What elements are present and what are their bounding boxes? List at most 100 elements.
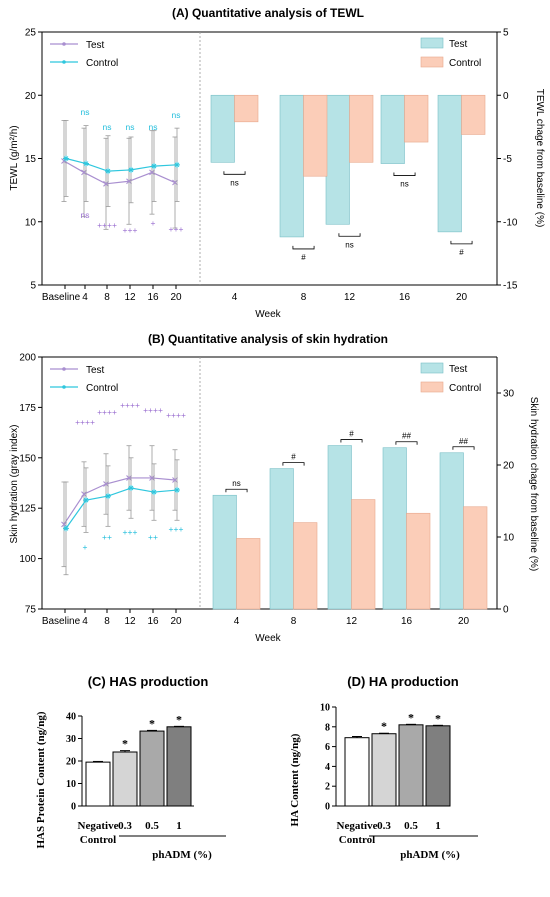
panel-a-bracket-label: ns: [400, 180, 408, 189]
panel-d-bar: [344, 737, 370, 807]
panel-b-line-control: [65, 487, 178, 529]
panel-b-bracket-label: ##: [459, 437, 468, 446]
panel-b-bracket: [340, 439, 363, 443]
panel-b-point-control: [105, 493, 111, 500]
panel-a-bracket-label: #: [459, 248, 464, 257]
panel-b-left-ylabel: Skin hydration (gray index): [9, 425, 20, 544]
panel-b-bracket-label: #: [349, 430, 354, 439]
panel-d-y-tick-label: 6: [325, 742, 330, 753]
panel-a-line-x-label: 20: [170, 292, 182, 303]
panel-a-line-test: [63, 160, 176, 185]
panel-a-line-legend: Test Control: [43, 33, 118, 71]
panel-b-left-tick-label: 175: [19, 403, 36, 414]
panel-b-bar-test: [212, 494, 237, 610]
panel-a-bracket: [450, 240, 473, 245]
panel-c-bar: [166, 726, 192, 807]
panel-a-right-tick-label: -15: [503, 281, 518, 292]
panel-d-group-label: phADM (%): [400, 849, 460, 861]
panel-a-right-tick-label: 5: [503, 28, 509, 39]
panel-a-bar-test: [437, 94, 462, 233]
panel-a-annotation: ns: [126, 122, 135, 132]
panel-d-title: (D) HA production: [347, 674, 458, 689]
panel-b-bracket: [452, 446, 475, 450]
panel-a-bar-test: [325, 94, 350, 225]
panel-a-bracket: [338, 233, 361, 237]
panel-d-y-tick-label: 2: [325, 782, 330, 793]
panel-b-legend-marker: [62, 367, 66, 371]
panel-b-bar-control: [293, 522, 318, 610]
panel-b-line-x-label: 20: [170, 616, 182, 627]
panel-b-point-control: [151, 489, 157, 496]
panel-a-right-ylabel: TEWL chage from baseline (%): [534, 89, 545, 228]
panel-a-annotation: ns: [149, 122, 158, 132]
panel-a-left-tick-label: 5: [30, 281, 36, 292]
panel-a-point-control: [63, 155, 69, 162]
panel-b-legend-marker: [62, 385, 66, 389]
panel-a-bar-test: [210, 94, 235, 163]
panel-b-bar-x-label: 8: [291, 616, 297, 627]
panel-c-significance: *: [122, 737, 128, 751]
panel-b-point-control: [174, 487, 180, 494]
panel-a-line-control: [65, 157, 178, 172]
panel-b-line-legend: Test Control: [43, 358, 118, 396]
panel-b-bar-legend: Test Control: [415, 358, 496, 396]
panel-b-line-legend-box: [43, 358, 113, 396]
panel-a-left-tick-label: 20: [25, 91, 37, 102]
panel-c-x-label: 0.3: [118, 820, 132, 832]
panel-a-point-control: [83, 160, 89, 167]
panel-a-left-tick-label: 25: [25, 28, 37, 39]
panel-a-bar-control: [303, 94, 328, 177]
panel-a-annotation: ns: [81, 107, 90, 117]
panel-b-bracket-label: ns: [232, 479, 240, 488]
panel-b-line-x-label: 16: [147, 616, 159, 627]
panel-c-significance: *: [176, 712, 182, 726]
panel-a-bar-x-label: 12: [344, 292, 356, 303]
panel-d-x-label: 0.3: [377, 820, 391, 832]
panel-b-bar-control: [351, 499, 376, 610]
panel-b-bar-x-label: 12: [346, 616, 358, 627]
panel-d-x-label-control: Control: [339, 834, 375, 846]
panel-a-right-tick-label: -5: [503, 154, 512, 165]
panel-d-y-tick-label: 4: [325, 762, 330, 773]
panel-a-bar-legend: Test Control: [415, 33, 496, 71]
panel-b-bracket: [395, 441, 418, 445]
panel-a-line-x-label: 16: [147, 292, 159, 303]
panel-c-title: (C) HAS production: [88, 674, 209, 689]
panel-a-bracket-label: ns: [345, 240, 353, 249]
panel-b-bar-test: [382, 447, 407, 610]
panel-a-point-control: [151, 163, 157, 170]
panel-a-left-tick-label: 15: [25, 154, 37, 165]
panel-d-bar: [398, 724, 424, 807]
panel-a-line-x-label: Baseline: [42, 292, 81, 303]
panel-a-bar-test: [279, 94, 304, 238]
panel-a-bracket-label: ns: [230, 178, 238, 187]
panel-a-legend-label: Control: [449, 58, 481, 69]
panel-b-legend-swatch-bar: [420, 362, 444, 374]
panel-b-legend-label: Control: [449, 383, 481, 394]
panel-a-bar-x-label: 8: [301, 292, 307, 303]
panel-b-annotation: ++++: [97, 407, 117, 417]
panel-b-bar-test: [439, 452, 464, 610]
panel-a-bar-x-label: 20: [456, 292, 468, 303]
panel-a-left-ylabel: TEWL (g/m²/h): [9, 125, 20, 190]
panel-a-point-control: [128, 166, 134, 173]
panel-b-annotation: +++: [123, 527, 138, 537]
panel-a-bracket: [223, 171, 246, 175]
panel-c-x-label-control: Control: [80, 834, 116, 846]
panel-b-annotation: +: [83, 542, 88, 552]
panel-b-left-tick-label: 200: [19, 353, 36, 364]
panel-b-left-tick-label: 100: [19, 554, 36, 565]
panel-b-bar-control: [406, 512, 431, 610]
panel-b-bar-x-label: 20: [458, 616, 470, 627]
panel-d-y-tick-label: 8: [325, 722, 330, 733]
panel-a-point-control: [174, 161, 180, 168]
panel-b-bar-test: [269, 468, 294, 610]
panel-b-bracket: [225, 488, 248, 493]
panel-a-legend-label: Test: [86, 40, 105, 51]
panel-a-bracket: [393, 172, 416, 176]
panel-a-bar-x-label: 4: [232, 292, 238, 303]
panel-c-y-tick-label: 10: [66, 779, 76, 790]
panel-b-bracket-label: #: [291, 453, 296, 462]
panel-d-bar: [371, 733, 397, 807]
panel-b-line-x-label: 8: [104, 616, 110, 627]
